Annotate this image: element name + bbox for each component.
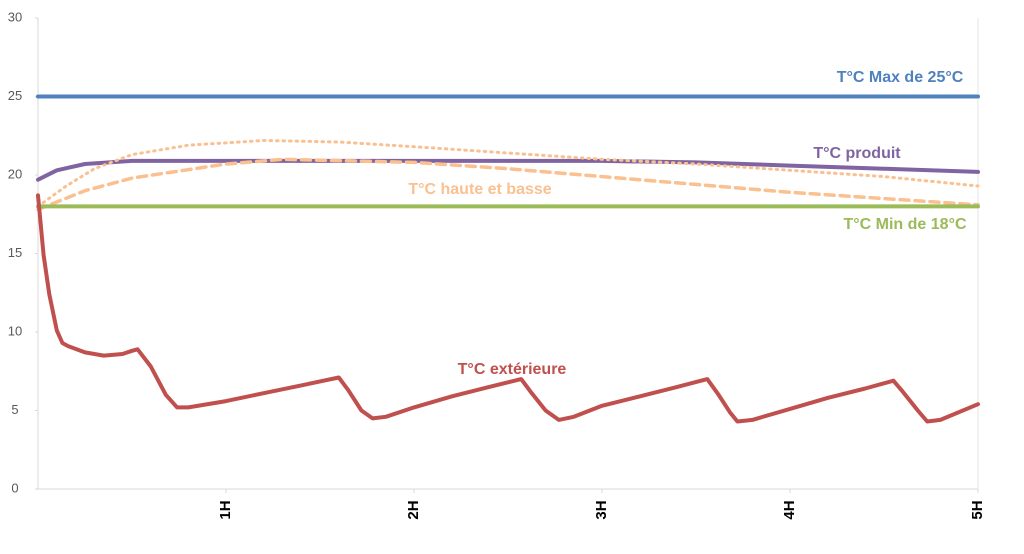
series-label: T°C produit	[813, 145, 901, 162]
x-tick-label: 1H	[217, 500, 234, 519]
y-tick-label: 5	[11, 402, 18, 417]
series-line	[36, 139, 980, 208]
series-line	[36, 157, 980, 212]
y-tick-label: 10	[8, 323, 22, 338]
y-tick-label: 25	[8, 88, 22, 103]
series-line	[36, 158, 980, 182]
y-tick-label: 20	[8, 166, 22, 181]
y-tick-label: 30	[8, 9, 22, 24]
x-tick-label: 5H	[969, 500, 986, 519]
series-label: T°C haute et basse	[408, 181, 551, 198]
series-line	[36, 193, 980, 424]
x-tick-label: 3H	[593, 500, 610, 519]
y-tick-label: 15	[8, 245, 22, 260]
series-label: T°C extérieure	[458, 361, 567, 378]
series-label: T°C Min de 18°C	[843, 216, 966, 233]
y-tick-label: 0	[11, 480, 18, 495]
x-tick-label: 2H	[405, 500, 422, 519]
series-label: T°C Max de 25°C	[837, 69, 964, 86]
x-tick-label: 4H	[781, 500, 798, 519]
